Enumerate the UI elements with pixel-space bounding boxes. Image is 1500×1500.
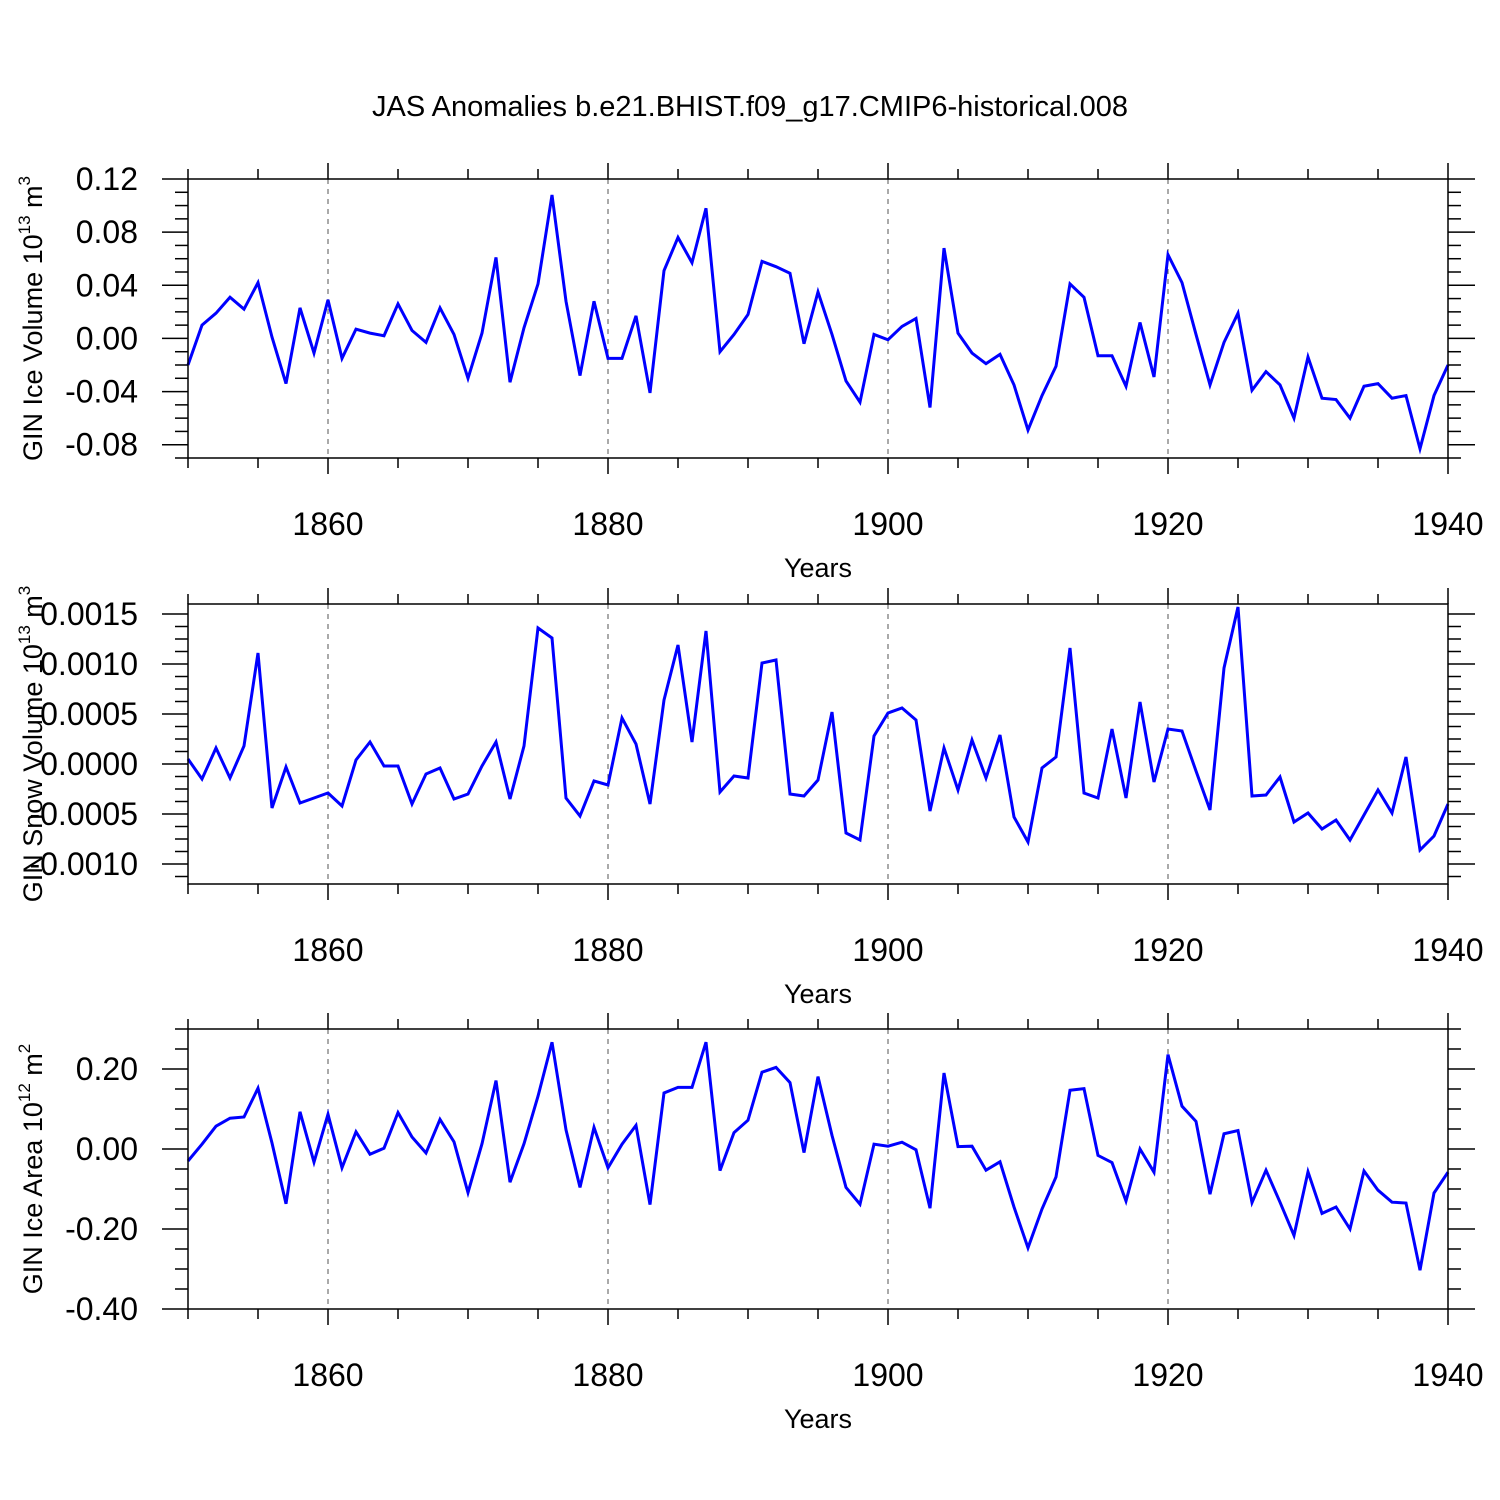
major-ticks <box>162 1013 1475 1325</box>
chart-title: JAS Anomalies b.e21.BHIST.f09_g17.CMIP6-… <box>372 91 1128 123</box>
x-tick-label: 1860 <box>292 506 363 542</box>
x-axis-title: Years <box>784 553 852 583</box>
y-tick-label: 0.20 <box>76 1051 138 1087</box>
x-axis-title: Years <box>784 1404 852 1434</box>
y-tick-label: -0.20 <box>65 1211 138 1247</box>
y-axis-title-exponent: 13 <box>15 625 34 644</box>
x-tick-label: 1880 <box>572 1357 643 1393</box>
x-tick-label: 1940 <box>1412 506 1483 542</box>
y-tick-label: 0.0005 <box>40 696 138 732</box>
x-tick-label: 1900 <box>852 506 923 542</box>
y-axis-title: GIN Ice Area 1012 m2 <box>15 1044 48 1295</box>
x-grid <box>327 179 1169 458</box>
plot-frame <box>187 1028 1449 1310</box>
y-axis-title-main: GIN Ice Area 10 <box>18 1102 48 1294</box>
y-axis-title-unit-exponent: 3 <box>15 176 34 185</box>
major-ticks <box>162 588 1475 900</box>
y-tick-label: -0.08 <box>65 427 138 463</box>
x-tick-label: 1920 <box>1132 932 1203 968</box>
x-tick-label: 1900 <box>852 932 923 968</box>
x-grid <box>327 604 1169 884</box>
major-ticks <box>162 163 1475 474</box>
minor-ticks <box>175 169 1461 468</box>
y-tick-label: -0.40 <box>65 1291 138 1327</box>
y-tick-labels: -0.08 -0.04 0.00 0.04 0.08 0.12 <box>65 161 138 463</box>
y-tick-label: 0.08 <box>76 214 138 250</box>
y-tick-label: 0.12 <box>76 161 138 197</box>
x-tick-labels: 1860 1880 1900 1920 1940 <box>292 1357 1483 1393</box>
y-tick-labels: -0.40 -0.20 0.00 0.20 <box>65 1051 138 1327</box>
x-grid <box>327 1029 1169 1309</box>
panel-ice-volume: -0.08-0.040.000.040.080.12 1860 1880 1900 1… <box>15 161 1484 583</box>
x-tick-label: 1860 <box>292 932 363 968</box>
y-tick-label: 0.0010 <box>40 646 138 682</box>
x-axis-title: Years <box>784 979 852 1009</box>
ice-volume-series-line <box>186 194 1450 455</box>
y-axis-title: GIN Snow Volume 1013 m3 <box>15 586 48 903</box>
minor-ticks <box>175 1019 1461 1319</box>
y-tick-label: -0.0010 <box>29 846 138 882</box>
x-tick-labels: 1860 1880 1900 1920 1940 <box>292 932 1483 968</box>
panel-ice-area: -0.40-0.200.000.20 1860 1880 1900 1920 1940 … <box>15 1013 1484 1434</box>
y-axis-title-unit-exponent: 3 <box>15 586 34 595</box>
x-tick-label: 1920 <box>1132 506 1203 542</box>
minor-ticks <box>175 594 1461 894</box>
plot-frame <box>187 603 1449 885</box>
y-tick-label: 0.0015 <box>40 596 138 632</box>
y-axis-title-unit-exponent: 2 <box>15 1044 34 1053</box>
x-tick-label: 1880 <box>572 932 643 968</box>
y-tick-labels: -0.0010 -0.0005 0.0000 0.0005 0.0010 0.0015 <box>29 596 138 882</box>
y-tick-label: 0.04 <box>76 267 138 303</box>
x-tick-label: 1900 <box>852 1357 923 1393</box>
y-tick-label: 0.0000 <box>40 746 138 782</box>
y-axis-title-unit: m <box>18 595 48 625</box>
y-axis-title-exponent: 12 <box>15 1083 34 1102</box>
y-axis-title-unit: m <box>18 185 48 215</box>
x-tick-label: 1940 <box>1412 1357 1483 1393</box>
panel-snow-volume: -0.0010 -0.0005 0.0000 0.0005 0.0010 0.0015 1… <box>15 586 1484 1009</box>
x-tick-label: 1940 <box>1412 932 1483 968</box>
y-axis-title-main: GIN Snow Volume 10 <box>18 644 48 902</box>
y-tick-label: -0.04 <box>65 374 138 410</box>
plot-frame <box>187 178 1449 459</box>
snow-volume-series-line <box>186 606 1450 854</box>
x-tick-label: 1880 <box>572 506 643 542</box>
y-axis-title: GIN Ice Volume 1013 m3 <box>15 176 48 461</box>
x-tick-labels: 1860 1880 1900 1920 1940 <box>292 506 1483 542</box>
y-axis-title-unit: m <box>18 1053 48 1083</box>
y-tick-label: -0.0005 <box>29 796 138 832</box>
x-tick-label: 1860 <box>292 1357 363 1393</box>
y-axis-title-main: GIN Ice Volume 10 <box>18 234 48 461</box>
y-tick-label: 0.00 <box>76 320 138 356</box>
ice-area-series-line <box>186 1041 1450 1271</box>
x-tick-label: 1920 <box>1132 1357 1203 1393</box>
y-axis-title-exponent: 13 <box>15 215 34 234</box>
y-tick-label: 0.00 <box>76 1131 138 1167</box>
